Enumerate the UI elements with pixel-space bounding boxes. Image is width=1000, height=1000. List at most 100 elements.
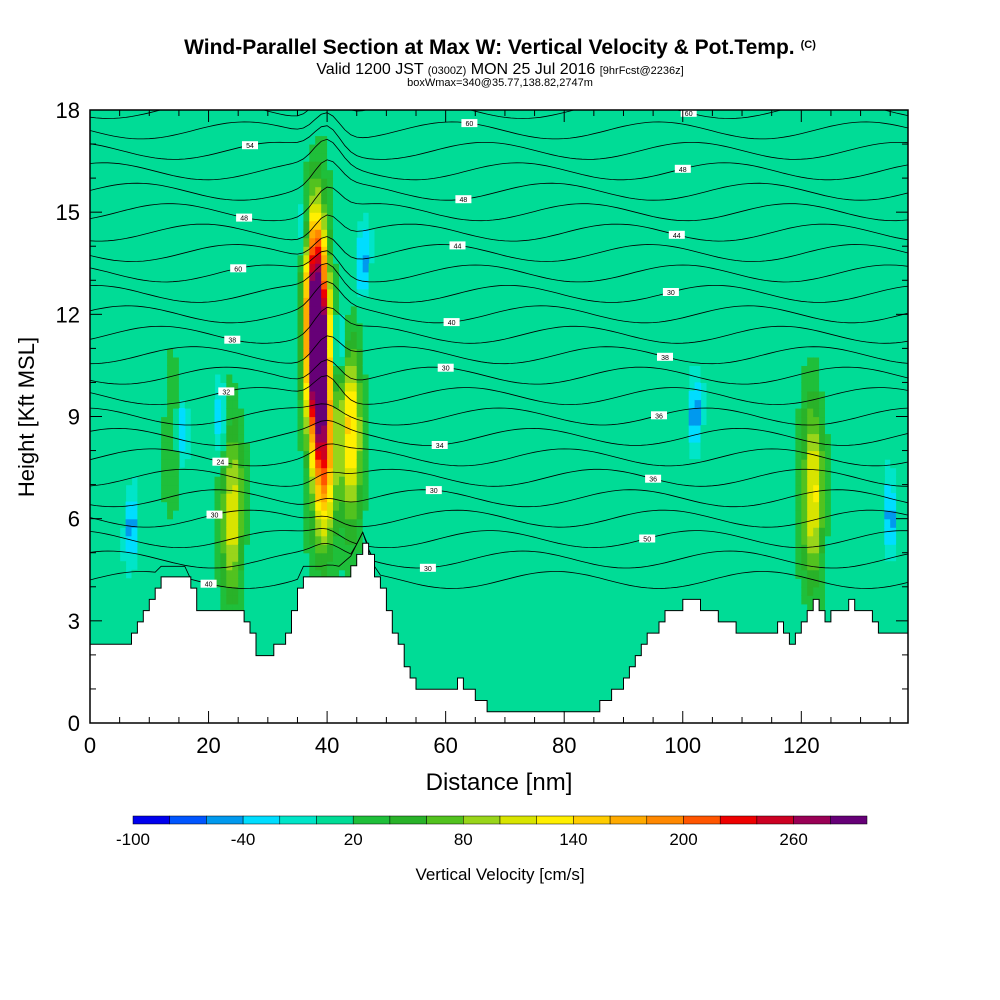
velocity-cell [315,527,322,537]
velocity-cell [267,373,275,383]
velocity-cell [196,169,204,179]
velocity-cell [433,135,441,145]
velocity-cell [481,663,488,673]
velocity-cell [261,203,269,213]
velocity-cell [208,348,216,358]
velocity-cell [297,408,304,418]
velocity-cell [433,569,441,579]
velocity-cell [285,169,293,179]
velocity-cell [463,433,470,443]
velocity-cell [184,237,192,247]
velocity-cell [315,110,322,120]
velocity-cell [256,620,263,630]
velocity-cell [95,356,103,366]
velocity-cell [267,493,275,503]
velocity-cell [173,373,180,383]
velocity-cell [256,152,263,162]
velocity-cell [392,484,399,494]
velocity-cell [137,561,144,571]
velocity-cell [155,578,162,588]
velocity-cell [161,297,168,307]
velocity-cell [463,263,470,273]
velocity-cell [416,280,423,290]
velocity-cell [279,373,287,383]
velocity-cell [398,416,405,426]
velocity-cell [321,169,328,179]
velocity-cell [297,493,304,503]
velocity-cell [374,356,381,366]
velocity-cell [113,271,121,281]
velocity-cell [421,203,429,213]
velocity-cell [232,382,239,392]
velocity-cell [463,254,470,264]
velocity-cell [297,467,304,477]
copyright-mark: (C) [800,39,816,51]
velocity-cell [445,467,453,477]
velocity-cell [161,161,168,171]
velocity-cell [149,161,156,171]
velocity-cell [433,382,441,392]
velocity-cell [457,356,464,366]
velocity-cell [190,169,198,179]
velocity-cell [481,501,488,511]
velocity-cell [457,408,464,418]
velocity-cell [398,339,405,349]
velocity-cell [404,603,411,613]
velocity-cell [214,322,221,332]
velocity-cell [101,314,109,324]
velocity-cell [226,399,233,409]
velocity-cell [416,305,423,315]
velocity-cell [392,348,399,358]
velocity-cell [202,450,210,460]
velocity-cell [493,135,500,145]
velocity-cell [173,195,180,205]
velocity-cell [208,339,216,349]
velocity-cell [95,629,103,639]
velocity-cell [410,254,417,264]
velocity-cell [315,161,322,171]
velocity-cell [315,484,322,494]
velocity-cell [125,135,133,145]
velocity-cell [119,612,127,622]
velocity-cell [291,195,298,205]
velocity-cell [90,169,97,179]
velocity-cell [238,569,245,579]
velocity-cell [214,595,221,605]
velocity-cell [386,161,393,171]
velocity-cell [368,450,376,460]
velocity-cell [208,391,216,401]
velocity-cell [404,535,411,545]
velocity-cell [475,322,482,332]
velocity-cell [273,331,281,341]
velocity-cell [356,433,364,443]
velocity-cell [493,271,500,281]
velocity-cell [386,169,393,179]
velocity-cell [303,118,310,128]
velocity-cell [90,620,97,630]
velocity-cell [475,271,482,281]
velocity-cell [90,118,97,128]
velocity-cell [386,348,393,358]
velocity-cell [350,501,358,511]
velocity-cell [457,186,464,196]
velocity-cell [167,561,174,571]
velocity-cell [101,629,109,639]
velocity-cell [339,254,346,264]
velocity-cell [184,195,192,205]
velocity-cell [433,518,441,528]
velocity-cell [149,459,156,469]
velocity-cell [101,442,109,452]
velocity-cell [499,646,506,656]
velocity-cell [439,391,447,401]
velocity-cell [333,339,340,349]
velocity-cell [362,459,370,469]
velocity-cell [208,484,216,494]
velocity-cell [416,629,423,639]
velocity-cell [427,535,435,545]
velocity-cell [279,569,287,579]
velocity-cell [256,527,263,537]
velocity-cell [374,484,381,494]
velocity-cell [380,186,387,196]
velocity-cell [107,450,115,460]
velocity-cell [155,246,162,256]
